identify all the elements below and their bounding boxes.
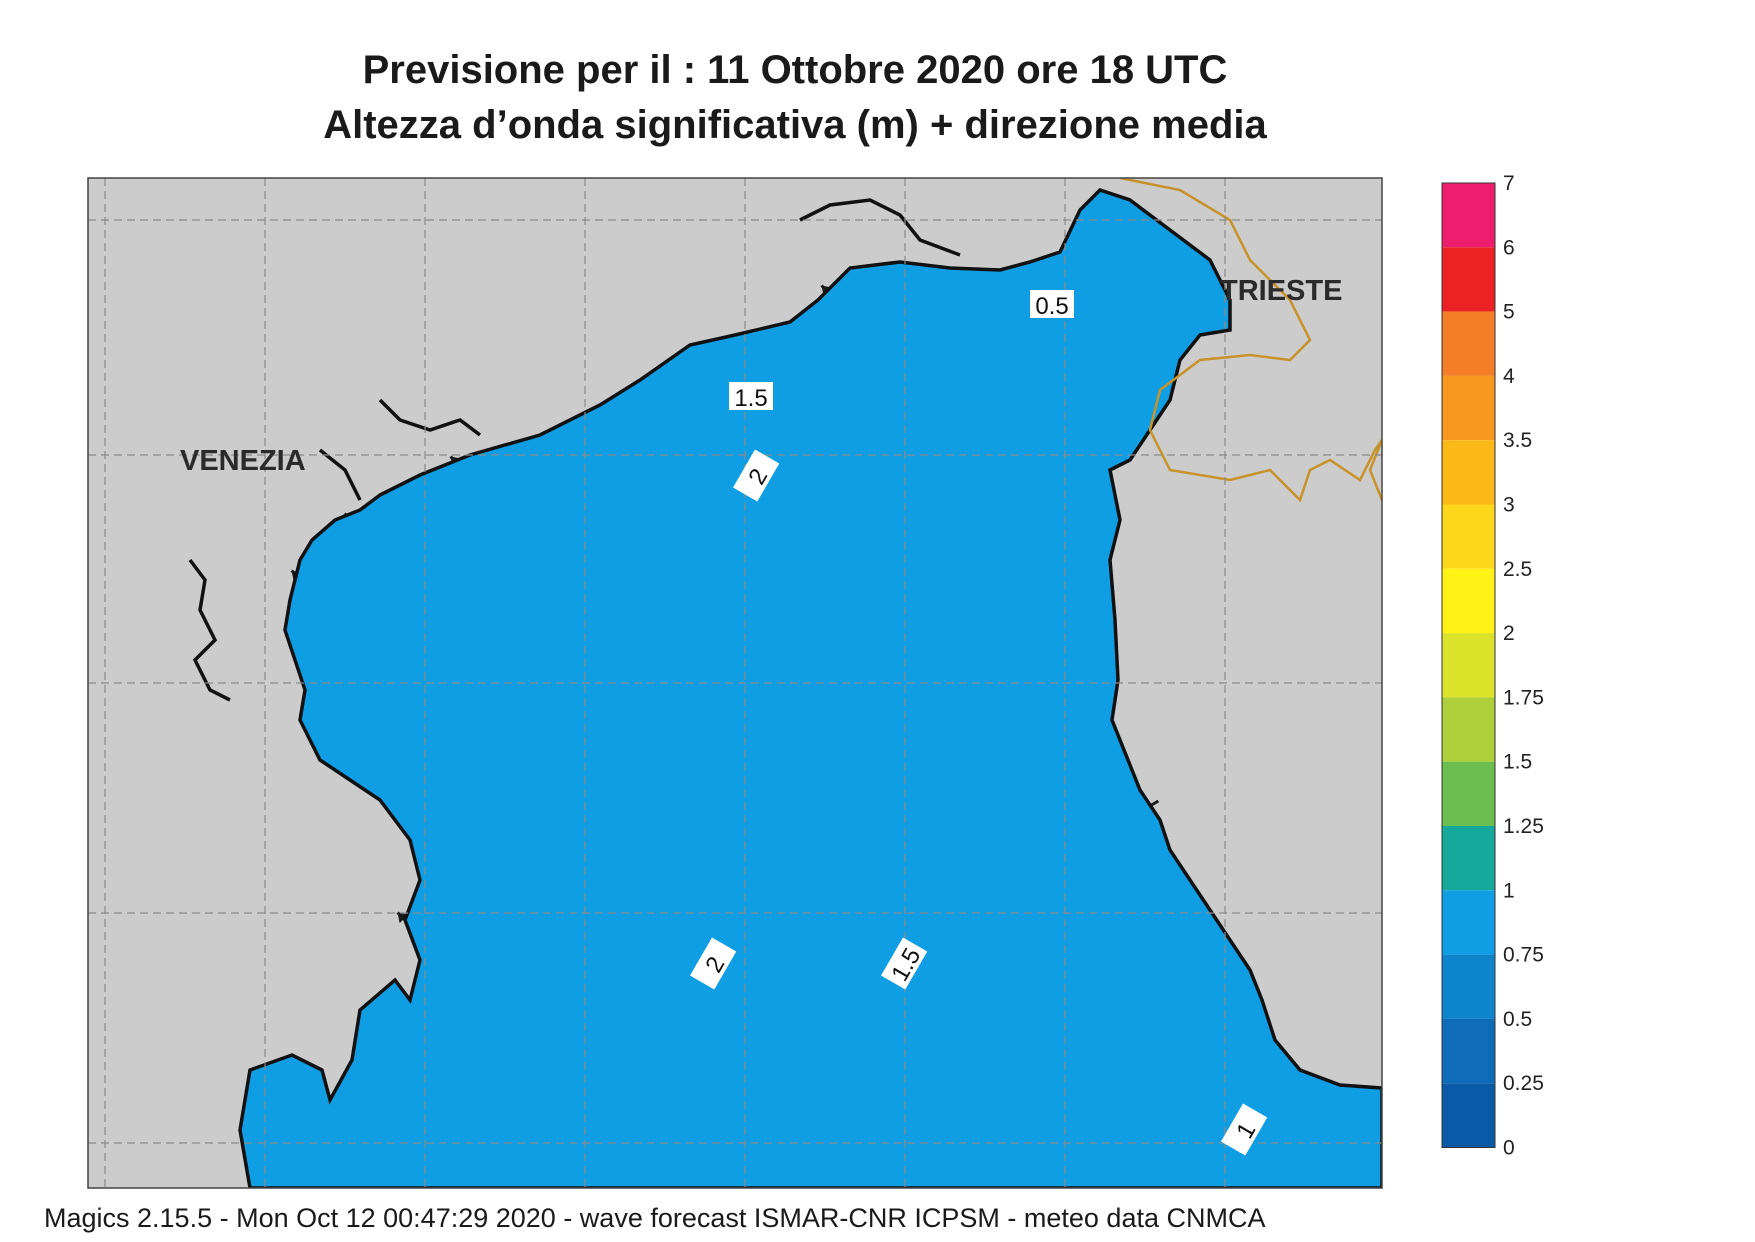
contour-label: 1 bbox=[1221, 1103, 1268, 1156]
credits-footer: Magics 2.15.5 - Mon Oct 12 00:47:29 2020… bbox=[44, 1203, 1266, 1233]
colorbar-swatch bbox=[1442, 183, 1495, 248]
colorbar: 7 6 5 4 3.5 3 2.5 2 1.75 1.5 1.25 1 0.75 0.5 0.25 0 bbox=[1441, 172, 1544, 1160]
map-area: 0.51.522 1.51 VENEZIA TRIESTE bbox=[88, 178, 1382, 1188]
colorbar-label: 0.25 bbox=[1503, 1072, 1544, 1095]
contour-label: 2 bbox=[733, 449, 780, 502]
national-border bbox=[1119, 178, 1382, 503]
colorbar-label: 1 bbox=[1503, 879, 1515, 902]
coastline bbox=[188, 188, 1382, 1188]
colorbar-swatch bbox=[1442, 375, 1495, 441]
colorbar-label: 1.25 bbox=[1503, 815, 1544, 838]
map-title: Previsione per il : 11 Ottobre 2020 ore … bbox=[362, 48, 1228, 92]
map-frame bbox=[87, 177, 1383, 1189]
colorbar-swatch bbox=[1442, 761, 1495, 826]
city-label-venezia: VENEZIA bbox=[180, 445, 306, 477]
svg-text:0.5: 0.5 bbox=[1035, 293, 1068, 320]
colorbar-label: 3 bbox=[1503, 494, 1515, 517]
svg-text:1.5: 1.5 bbox=[734, 385, 767, 412]
colorbar-swatch bbox=[1442, 1018, 1495, 1084]
contour-label: 1.5 bbox=[729, 382, 773, 412]
colorbar-label: 2 bbox=[1503, 622, 1515, 645]
colorbar-label: 4 bbox=[1503, 365, 1515, 388]
colorbar-swatch bbox=[1442, 826, 1495, 891]
map-subtitle: Altezza d’onda significativa (m) + direz… bbox=[323, 103, 1267, 147]
colorbar-swatch bbox=[1442, 697, 1495, 762]
colorbar-label: 5 bbox=[1503, 301, 1515, 324]
contour-label: 2 bbox=[690, 937, 737, 990]
colorbar-label: 0.75 bbox=[1503, 944, 1544, 967]
colorbar-swatch bbox=[1442, 311, 1495, 376]
contour-label: 0.5 bbox=[1030, 290, 1074, 320]
colorbar-label: 6 bbox=[1503, 236, 1515, 259]
colorbar-swatch bbox=[1442, 954, 1495, 1019]
colorbar-swatch bbox=[1442, 633, 1495, 698]
colorbar-label: 0 bbox=[1503, 1137, 1515, 1160]
colorbar-swatch bbox=[1442, 440, 1495, 505]
city-label-trieste: TRIESTE bbox=[1220, 275, 1342, 307]
colorbar-label: 0.5 bbox=[1503, 1008, 1532, 1031]
colorbar-label: 7 bbox=[1503, 172, 1515, 195]
colorbar-label: 1.5 bbox=[1503, 751, 1532, 774]
colorbar-swatch bbox=[1442, 247, 1495, 312]
colorbar-swatch bbox=[1442, 568, 1495, 634]
colorbar-label: 1.75 bbox=[1503, 686, 1544, 709]
graticule bbox=[88, 178, 1382, 1188]
colorbar-label: 3.5 bbox=[1503, 429, 1532, 452]
colorbar-label: 2.5 bbox=[1503, 558, 1532, 581]
colorbar-swatch bbox=[1442, 1083, 1495, 1148]
colorbar-swatch bbox=[1442, 890, 1495, 955]
colorbar-swatch bbox=[1442, 504, 1495, 569]
